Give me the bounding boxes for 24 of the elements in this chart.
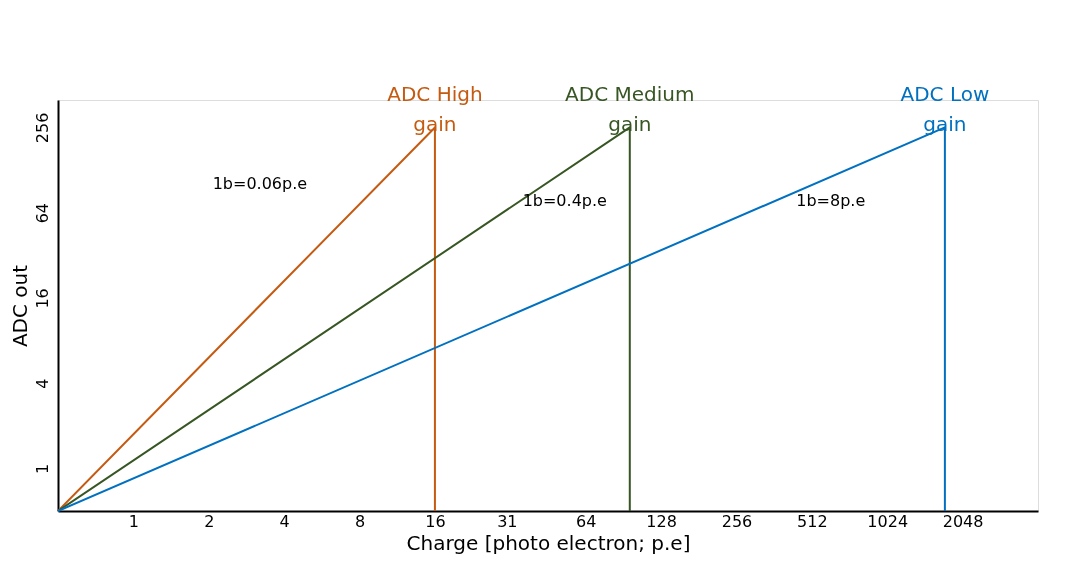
x-tick-label: 2048: [942, 511, 984, 531]
x-tick-label: 31: [497, 511, 518, 531]
annotation: 1b=0.06p.e: [212, 173, 308, 193]
y-tick-label: 256: [32, 112, 52, 144]
x-tick-label: 2: [204, 511, 215, 531]
y-tick-label: 1: [32, 463, 52, 474]
series-label: ADC Medium gain: [565, 82, 695, 137]
x-tick-label: 1024: [867, 511, 909, 531]
series-label: ADC High gain: [387, 82, 483, 137]
x-tick-label: 128: [646, 511, 677, 531]
x-tick-label: 16: [425, 511, 446, 531]
y-tick-label: 16: [32, 288, 52, 309]
y-tick-label: 64: [32, 203, 52, 224]
x-tick-label: 1: [128, 511, 139, 531]
y-tick-label: 4: [32, 378, 52, 389]
annotation: 1b=8p.e: [796, 191, 866, 211]
annotation: 1b=0.4p.e: [522, 191, 607, 211]
x-tick-label: 64: [576, 511, 597, 531]
x-tick-label: 512: [797, 511, 828, 531]
x-tick-label: 4: [279, 511, 290, 531]
x-tick-label: 8: [354, 511, 366, 531]
x-tick-label: 256: [721, 511, 753, 531]
x-axis-title: Charge [photo electron; p.e]: [406, 530, 691, 555]
y-axis-title: ADC out: [7, 264, 32, 348]
